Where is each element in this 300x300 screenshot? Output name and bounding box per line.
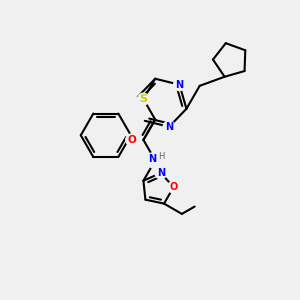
Text: O: O <box>169 182 178 192</box>
Text: H: H <box>158 152 164 161</box>
Circle shape <box>174 79 185 91</box>
Text: N: N <box>148 154 156 164</box>
Text: N: N <box>176 80 184 90</box>
Text: O: O <box>127 135 136 145</box>
Text: N: N <box>157 168 165 178</box>
Circle shape <box>163 121 175 133</box>
Text: S: S <box>140 94 147 104</box>
Text: N: N <box>165 122 173 132</box>
Circle shape <box>126 134 137 146</box>
Circle shape <box>147 152 164 169</box>
Circle shape <box>168 181 179 193</box>
Circle shape <box>155 167 167 179</box>
Circle shape <box>137 93 149 105</box>
